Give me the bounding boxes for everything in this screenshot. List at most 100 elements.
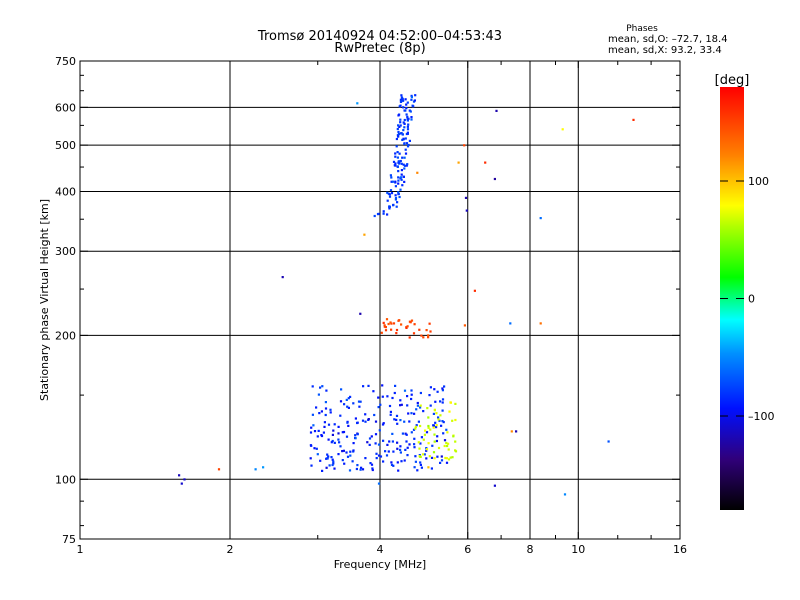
data-point xyxy=(384,450,387,453)
data-point xyxy=(345,451,348,454)
x-tick-label: 16 xyxy=(673,543,687,556)
data-point xyxy=(422,438,425,441)
data-point xyxy=(397,191,400,194)
data-point xyxy=(321,385,324,388)
data-point xyxy=(356,433,359,436)
phase-stats-x: mean, sd,X: 93.2, 33.4 xyxy=(608,45,722,56)
colorbar-unit: [deg] xyxy=(715,73,750,88)
data-point xyxy=(346,421,349,424)
colorbar-tick-label: 100 xyxy=(748,175,769,188)
data-point xyxy=(405,132,408,136)
data-point xyxy=(377,396,380,399)
data-point xyxy=(484,161,487,164)
data-point xyxy=(343,403,346,406)
data-point xyxy=(381,384,384,387)
data-point xyxy=(405,103,408,106)
data-point xyxy=(420,334,423,337)
data-point xyxy=(509,322,512,325)
data-point xyxy=(323,425,326,428)
data-point xyxy=(419,463,422,466)
data-point xyxy=(331,433,334,436)
data-point xyxy=(395,137,398,141)
data-point xyxy=(309,444,312,447)
data-point xyxy=(337,425,340,428)
data-point xyxy=(368,443,371,446)
data-point xyxy=(432,412,435,415)
data-point xyxy=(433,440,436,443)
data-point xyxy=(403,164,407,167)
data-point xyxy=(433,433,436,436)
data-point xyxy=(355,467,358,471)
data-point xyxy=(561,128,564,131)
data-point xyxy=(380,331,383,334)
data-point xyxy=(433,388,436,391)
data-point xyxy=(397,179,400,182)
data-point xyxy=(332,462,335,465)
phases-label: Phases xyxy=(626,24,658,34)
data-point xyxy=(327,455,330,458)
data-point xyxy=(439,400,442,403)
data-point xyxy=(316,435,319,438)
data-point xyxy=(346,455,350,458)
data-point xyxy=(333,423,336,426)
data-point xyxy=(399,188,402,191)
data-point xyxy=(410,96,413,99)
x-tick-label: 6 xyxy=(464,543,471,556)
data-point xyxy=(254,468,257,471)
data-point xyxy=(337,453,340,456)
data-point xyxy=(398,195,401,199)
data-point xyxy=(404,98,407,101)
data-point xyxy=(422,336,425,339)
data-point xyxy=(425,329,428,332)
data-point xyxy=(359,468,362,471)
data-point xyxy=(317,429,320,432)
data-point xyxy=(405,142,409,145)
data-point xyxy=(404,448,407,451)
data-point xyxy=(315,447,318,450)
data-point xyxy=(397,133,401,136)
data-point xyxy=(386,443,389,446)
data-point xyxy=(417,441,420,444)
data-point xyxy=(322,431,325,434)
data-point xyxy=(437,416,440,419)
data-point xyxy=(401,133,404,136)
data-point xyxy=(364,420,367,423)
data-point xyxy=(495,109,498,112)
x-axis-label: Frequency [MHz] xyxy=(334,558,426,571)
data-point xyxy=(397,124,400,127)
data-point xyxy=(339,445,342,448)
data-point xyxy=(427,466,430,469)
data-point xyxy=(393,391,396,395)
data-point xyxy=(396,156,399,159)
data-point xyxy=(406,125,409,128)
data-point xyxy=(403,156,406,159)
data-point xyxy=(406,163,409,166)
data-point xyxy=(361,468,365,471)
data-point xyxy=(454,402,457,405)
data-point xyxy=(402,138,405,141)
data-point xyxy=(339,414,342,417)
data-point xyxy=(403,420,406,423)
data-point xyxy=(430,467,433,470)
data-point xyxy=(413,323,416,326)
data-point xyxy=(425,448,429,451)
data-point xyxy=(388,205,391,208)
data-point xyxy=(389,321,392,324)
data-point xyxy=(408,443,411,446)
data-point xyxy=(384,329,388,332)
data-point xyxy=(385,454,389,457)
data-point xyxy=(389,174,392,177)
data-point xyxy=(400,162,403,165)
data-point xyxy=(403,167,406,170)
data-point xyxy=(407,123,410,126)
data-point xyxy=(332,460,335,463)
data-point xyxy=(392,204,395,207)
data-point xyxy=(390,328,393,331)
data-point xyxy=(389,189,393,192)
data-point xyxy=(431,444,434,447)
data-point xyxy=(399,419,402,422)
data-point xyxy=(421,453,425,456)
data-point xyxy=(386,199,389,202)
data-point xyxy=(410,389,413,392)
data-point xyxy=(413,99,416,102)
